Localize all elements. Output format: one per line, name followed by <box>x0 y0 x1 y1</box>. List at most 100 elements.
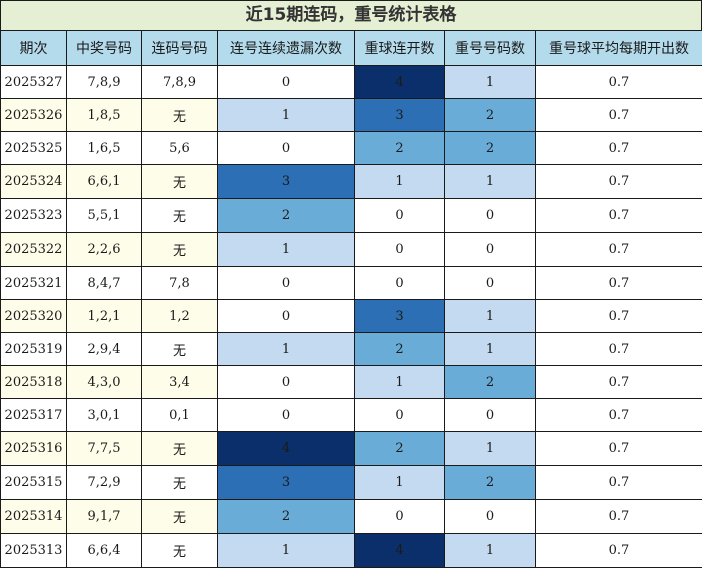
cell-issue: 2025326 <box>1 99 67 132</box>
cell-repeat-count: 1 <box>445 300 536 333</box>
cell-numbers: 3,0,1 <box>67 399 142 432</box>
cell-repeat-count: 1 <box>445 333 536 366</box>
header-consecutive: 连码号码 <box>142 31 218 66</box>
cell-avg: 0.7 <box>536 432 702 466</box>
cell-numbers: 2,9,4 <box>67 333 142 366</box>
cell-repeat-streak: 4 <box>355 66 445 99</box>
cell-miss: 3 <box>218 466 355 500</box>
cell-numbers: 4,3,0 <box>67 366 142 399</box>
cell-consecutive: 无 <box>142 233 218 267</box>
cell-issue: 2025324 <box>1 165 67 199</box>
cell-repeat-streak: 0 <box>355 267 445 300</box>
cell-repeat-streak: 1 <box>355 165 445 199</box>
cell-numbers: 1,6,5 <box>67 132 142 165</box>
cell-avg: 0.7 <box>536 66 702 99</box>
cell-consecutive: 无 <box>142 432 218 466</box>
cell-avg: 0.7 <box>536 132 702 165</box>
cell-numbers: 8,4,7 <box>67 267 142 300</box>
cell-issue: 2025327 <box>1 66 67 99</box>
cell-consecutive: 7,8 <box>142 267 218 300</box>
cell-repeat-count: 0 <box>445 399 536 432</box>
cell-consecutive: 无 <box>142 99 218 132</box>
cell-numbers: 7,8,9 <box>67 66 142 99</box>
cell-repeat-streak: 0 <box>355 500 445 534</box>
cell-issue: 2025322 <box>1 233 67 267</box>
cell-avg: 0.7 <box>536 267 702 300</box>
cell-issue: 2025316 <box>1 432 67 466</box>
cell-repeat-streak: 2 <box>355 132 445 165</box>
cell-repeat-count: 1 <box>445 66 536 99</box>
cell-repeat-count: 0 <box>445 500 536 534</box>
cell-repeat-count: 0 <box>445 233 536 267</box>
cell-consecutive: 无 <box>142 534 218 568</box>
cell-consecutive: 无 <box>142 199 218 233</box>
cell-issue: 2025325 <box>1 132 67 165</box>
cell-miss: 3 <box>218 165 355 199</box>
cell-repeat-streak: 1 <box>355 466 445 500</box>
cell-issue: 2025317 <box>1 399 67 432</box>
header-issue: 期次 <box>1 31 67 66</box>
cell-repeat-count: 2 <box>445 132 536 165</box>
cell-avg: 0.7 <box>536 500 702 534</box>
cell-consecutive: 3,4 <box>142 366 218 399</box>
cell-consecutive: 无 <box>142 500 218 534</box>
cell-repeat-streak: 3 <box>355 300 445 333</box>
cell-miss: 0 <box>218 300 355 333</box>
cell-issue: 2025321 <box>1 267 67 300</box>
cell-miss: 0 <box>218 132 355 165</box>
cell-consecutive: 1,2 <box>142 300 218 333</box>
cell-consecutive: 无 <box>142 165 218 199</box>
cell-repeat-streak: 0 <box>355 233 445 267</box>
header-repeat-count: 重号号码数 <box>445 31 536 66</box>
cell-miss: 0 <box>218 267 355 300</box>
cell-avg: 0.7 <box>536 366 702 399</box>
header-numbers: 中奖号码 <box>67 31 142 66</box>
cell-repeat-count: 1 <box>445 165 536 199</box>
cell-repeat-streak: 0 <box>355 399 445 432</box>
cell-repeat-count: 2 <box>445 99 536 132</box>
cell-avg: 0.7 <box>536 165 702 199</box>
cell-consecutive: 0,1 <box>142 399 218 432</box>
cell-consecutive: 7,8,9 <box>142 66 218 99</box>
cell-consecutive: 无 <box>142 466 218 500</box>
cell-repeat-count: 0 <box>445 199 536 233</box>
table-title: 近15期连码，重号统计表格 <box>0 0 702 31</box>
cell-repeat-count: 2 <box>445 466 536 500</box>
cell-repeat-count: 1 <box>445 534 536 568</box>
cell-repeat-count: 2 <box>445 366 536 399</box>
cell-avg: 0.7 <box>536 300 702 333</box>
cell-miss: 2 <box>218 199 355 233</box>
cell-avg: 0.7 <box>536 233 702 267</box>
cell-issue: 2025320 <box>1 300 67 333</box>
header-miss: 连号连续遗漏次数 <box>218 31 355 66</box>
cell-issue: 2025323 <box>1 199 67 233</box>
cell-avg: 0.7 <box>536 534 702 568</box>
cell-numbers: 1,8,5 <box>67 99 142 132</box>
cell-issue: 2025315 <box>1 466 67 500</box>
cell-miss: 1 <box>218 233 355 267</box>
cell-numbers: 6,6,1 <box>67 165 142 199</box>
cell-repeat-streak: 2 <box>355 432 445 466</box>
cell-miss: 4 <box>218 432 355 466</box>
cell-avg: 0.7 <box>536 399 702 432</box>
cell-repeat-streak: 2 <box>355 333 445 366</box>
cell-avg: 0.7 <box>536 333 702 366</box>
cell-numbers: 9,1,7 <box>67 500 142 534</box>
cell-issue: 2025319 <box>1 333 67 366</box>
cell-repeat-streak: 3 <box>355 99 445 132</box>
cell-numbers: 6,6,4 <box>67 534 142 568</box>
cell-miss: 2 <box>218 500 355 534</box>
cell-consecutive: 无 <box>142 333 218 366</box>
